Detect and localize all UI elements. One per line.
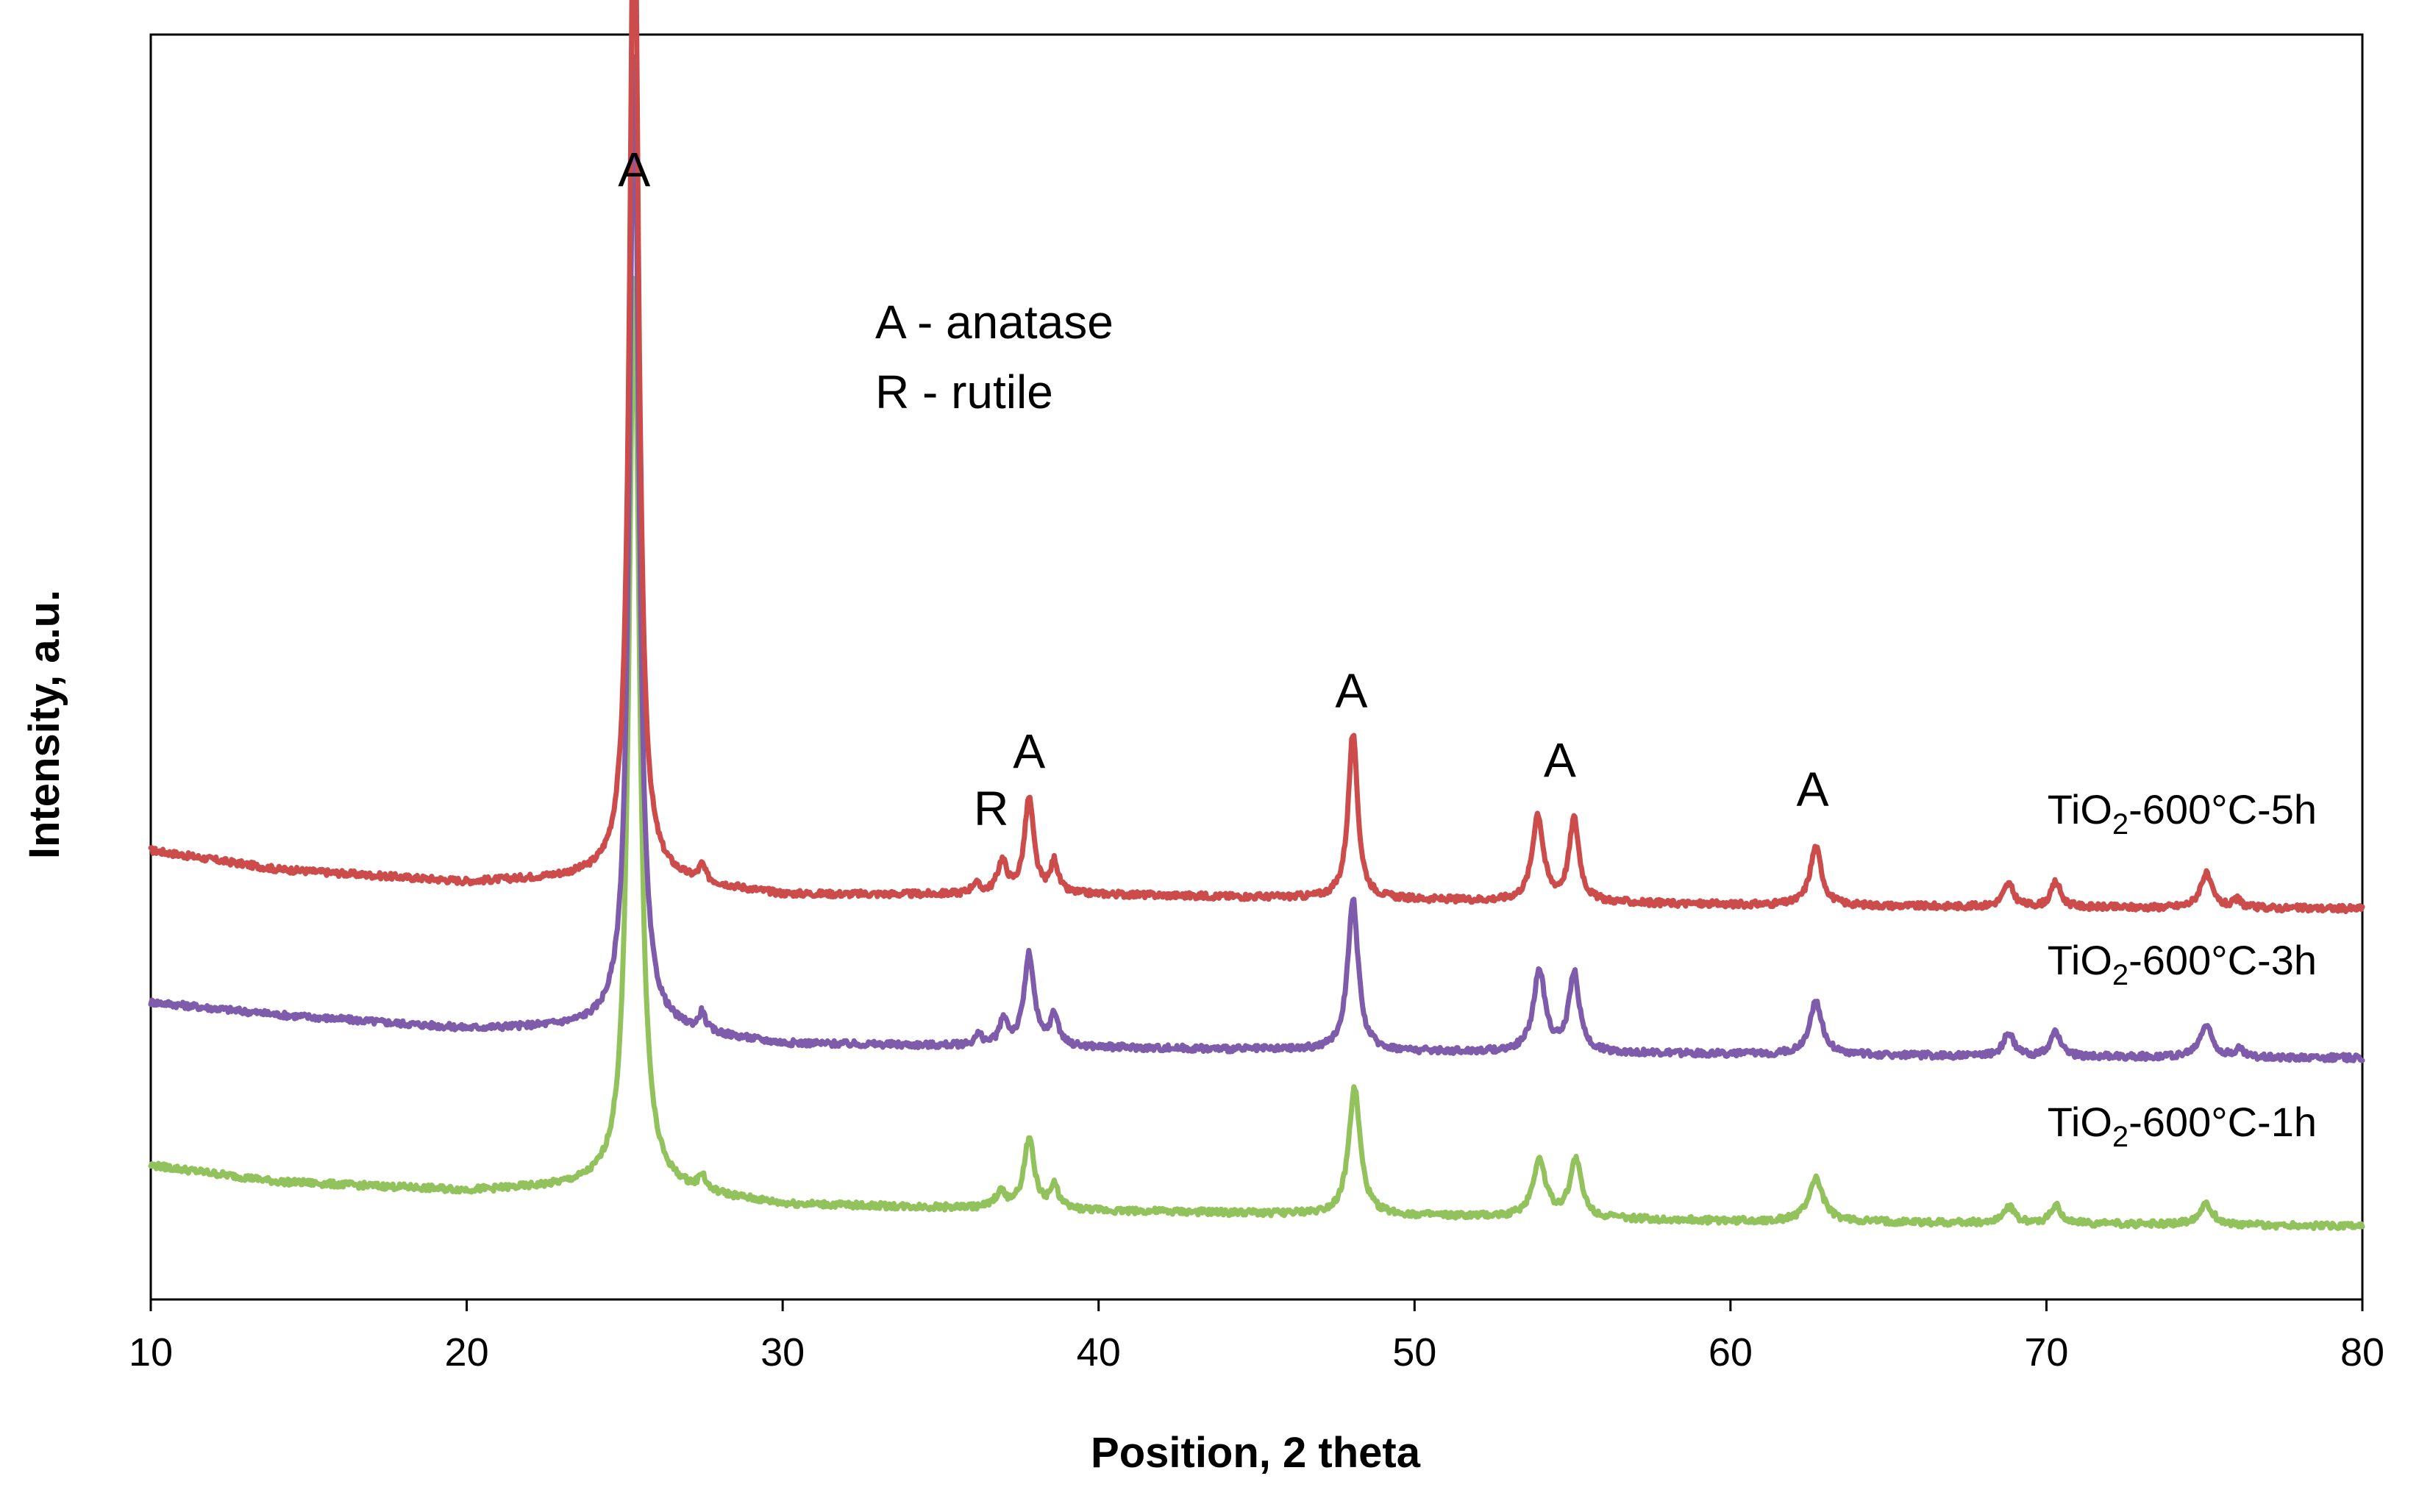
x-tick-label: 60 xyxy=(1709,1330,1753,1374)
x-axis-title: Position, 2 theta xyxy=(1091,1429,1421,1477)
series-line xyxy=(148,54,2365,1063)
series-line xyxy=(148,0,2365,914)
series-line xyxy=(148,276,2365,1231)
plot-frame xyxy=(149,33,2364,1301)
legend-rutile: R - rutile xyxy=(875,365,1053,418)
series-lines xyxy=(148,0,2365,1231)
y-axis-title: Intensity, a.u. xyxy=(21,590,68,859)
x-tick-label: 10 xyxy=(129,1330,173,1374)
peak-annotation: A xyxy=(1797,762,1829,816)
peak-annotation: A xyxy=(618,142,650,196)
x-tick-label: 50 xyxy=(1392,1330,1436,1374)
x-tick-label: 70 xyxy=(2024,1330,2068,1374)
legend-anatase: A - anatase xyxy=(875,296,1114,349)
x-tick-label: 20 xyxy=(445,1330,489,1374)
x-axis-ticks xyxy=(149,1299,2364,1311)
x-tick-label: 80 xyxy=(2340,1330,2384,1374)
peak-annotation: R xyxy=(974,781,1009,835)
series-label: TiO2-600°C-3h xyxy=(2048,937,2317,991)
series-label: TiO2-600°C-5h xyxy=(2048,786,2317,841)
x-tick-label: 40 xyxy=(1077,1330,1121,1374)
series-labels: TiO2-600°C-5h TiO2-600°C-3h TiO2-600°C-1h xyxy=(2048,786,2317,1153)
x-tick-label: 30 xyxy=(760,1330,805,1374)
peak-annotation: A xyxy=(1013,724,1045,779)
phase-legend: A - anatase R - rutile xyxy=(875,296,1114,418)
series-label: TiO2-600°C-1h xyxy=(2048,1099,2317,1153)
peak-annotation: A xyxy=(1335,663,1367,718)
peak-annotation: A xyxy=(1544,733,1576,788)
x-axis-tick-labels: 10 20 30 40 50 60 70 80 xyxy=(129,1330,2384,1374)
